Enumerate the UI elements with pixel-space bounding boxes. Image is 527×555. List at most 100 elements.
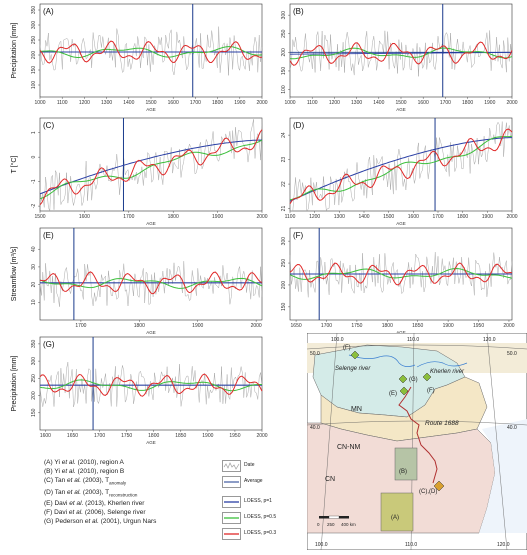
y-axis-label: Streamflow [m³/s] — [11, 247, 18, 302]
box-a — [380, 492, 414, 532]
x-tick-label: 2000 — [506, 214, 517, 220]
x-tick-label: 1600 — [418, 100, 429, 106]
scale-400: 400 km — [341, 522, 356, 527]
kherlen-river — [416, 361, 468, 368]
x-tick-label: 1300 — [351, 100, 362, 106]
x-tick-label: 1800 — [212, 100, 223, 106]
x-tick-label: 1600 — [408, 214, 419, 220]
point-e-marker — [399, 386, 409, 396]
legend-data-swatch — [222, 460, 241, 472]
label-point-e: (E) — [389, 391, 397, 397]
x-tick-label: 1650 — [291, 323, 302, 329]
x-tick-label: 1750 — [351, 323, 362, 329]
source-item: (E) Davi et al. (2013), Kherlen river — [44, 499, 145, 507]
x-tick-label: 1400 — [373, 100, 384, 106]
x-tick-label: 2000 — [503, 323, 514, 329]
x-axis-label: AGE — [396, 107, 406, 112]
y-tick-label: 20 — [31, 282, 37, 288]
label-box-a: (A) — [391, 515, 399, 521]
x-tick-label: 1000 — [34, 100, 45, 106]
x-tick-label: 1700 — [321, 323, 332, 329]
x-tick-label: 1500 — [383, 214, 394, 220]
x-tick-label: 1600 — [40, 433, 51, 439]
x-tick-label: 1100 — [307, 100, 318, 106]
label-selenge: Selenge river — [335, 366, 371, 372]
x-tick-label: 1700 — [440, 100, 451, 106]
x-tick-label: 1900 — [212, 214, 223, 220]
route-line — [398, 386, 438, 484]
label-point-f: (F) — [343, 345, 351, 351]
data-series — [39, 26, 263, 76]
legend-average-swatch — [222, 476, 241, 488]
chart-panel: (E) Streamflow [m³/s] AGE 1700 1800 1900 2000 1… — [11, 227, 263, 335]
y-tick-label: 21 — [281, 206, 287, 212]
y-tick-label: 100 — [31, 81, 37, 90]
x-tick-label: 1750 — [121, 433, 132, 439]
legend-loess1-swatch — [222, 496, 241, 508]
y-tick-label: 0 — [31, 156, 37, 159]
x-tick-label: 1600 — [79, 214, 90, 220]
x-tick-label: 1800 — [457, 214, 468, 220]
y-tick-label: 350 — [31, 6, 37, 15]
y-axis-label: T [°C] — [10, 156, 18, 174]
y-tick-label: 300 — [31, 357, 37, 366]
y-tick-label: -1 — [31, 179, 37, 184]
legend-loess05: LOESS, p=0.5 — [222, 510, 282, 526]
y-tick-label: 10 — [31, 299, 37, 305]
y-tick-label: 150 — [281, 302, 287, 311]
panel-frame — [39, 227, 263, 321]
loess-p05 — [289, 267, 513, 280]
box-b — [394, 447, 418, 481]
x-tick-label: 1200 — [79, 100, 90, 106]
x-tick-label: 2000 — [506, 100, 517, 106]
y-tick-label: 100 — [281, 85, 287, 94]
x-tick-label: 1300 — [101, 100, 112, 106]
scale-250: 250 — [327, 522, 335, 527]
x-tick-label: 1850 — [175, 433, 186, 439]
selenge-river — [348, 354, 416, 367]
x-tick-label: 1800 — [134, 323, 145, 329]
legend-data-label: Date — [244, 462, 255, 468]
legend-average: Average — [222, 474, 282, 490]
chart-panel: (G) Precipitation [mm] AGE 1600 1650 1700 1750… — [11, 336, 268, 445]
legend-loess03-label: LOESS, p=0.3 — [244, 530, 277, 536]
point-kherlen-marker — [422, 372, 432, 382]
x-tick-label: 2000 — [251, 323, 262, 329]
loess-p05 — [40, 46, 263, 58]
source-item: (A) Yi et al. (2010), region A — [44, 459, 124, 466]
panel-label: (E) — [43, 231, 54, 240]
source-item: (D) Tan et al. (2003), Treconstruction — [44, 488, 138, 497]
y-tick-label: 24 — [281, 132, 287, 138]
y-tick-label: 200 — [31, 51, 37, 60]
data-series — [39, 261, 263, 307]
x-tick-label: 1200 — [309, 214, 320, 220]
y-tick-label: 30 — [31, 264, 37, 270]
x-tick-label: 1700 — [190, 100, 201, 106]
x-tick-label: 1900 — [202, 433, 213, 439]
loess-p1 — [289, 51, 513, 55]
x-tick-label: 1500 — [145, 100, 156, 106]
y-tick-label: 350 — [31, 339, 37, 348]
x-tick-label: 1400 — [358, 214, 369, 220]
chart-panel: (C) T [°C] AGE 1500 1600 1700 1800 1900 2000 -2 -1… — [10, 117, 268, 226]
legend-loess03-swatch — [222, 528, 241, 540]
x-tick-label: 1900 — [443, 323, 454, 329]
panel-label: (F) — [293, 231, 304, 240]
loess-p05 — [39, 277, 263, 289]
bottom-lon-1: 100.0 — [315, 542, 328, 548]
loess-p03 — [39, 373, 263, 397]
y-tick-label: 40 — [31, 246, 37, 252]
bottom-lon-3: 120.0 — [497, 542, 510, 548]
x-axis-label: AGE — [146, 221, 156, 226]
x-tick-label: 2000 — [256, 100, 267, 106]
sea-area — [479, 419, 527, 533]
x-axis-label: AGE — [396, 330, 406, 335]
loess-p03 — [39, 129, 263, 206]
x-axis-label: AGE — [146, 330, 156, 335]
lat-50: 50.0 — [507, 351, 517, 357]
loess-p05 — [39, 139, 263, 200]
x-tick-label: 1200 — [329, 100, 340, 106]
loess-p05 — [289, 135, 513, 201]
x-axis-label: AGE — [146, 440, 156, 445]
source-item: (B) Yi et al. (2010), region B — [44, 468, 125, 476]
